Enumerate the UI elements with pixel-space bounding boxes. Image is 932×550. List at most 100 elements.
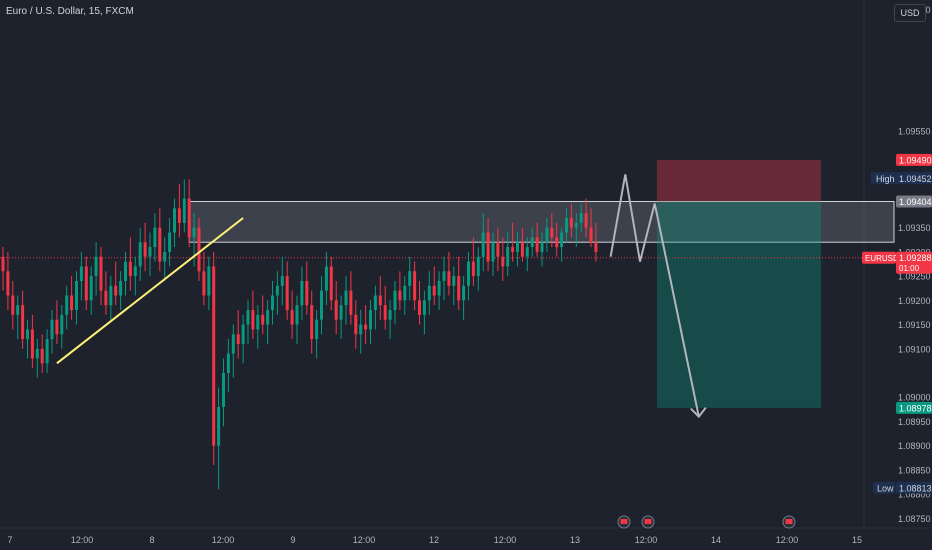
x-tick-label: 12:00 xyxy=(71,535,94,545)
candle-body xyxy=(280,276,284,286)
candle-body xyxy=(40,348,44,364)
candle-body xyxy=(1,256,5,272)
candle-body xyxy=(565,217,568,233)
y-tick-label: 1.08850 xyxy=(898,465,931,475)
candle-body xyxy=(408,271,412,286)
candle-body xyxy=(403,285,407,301)
candle-body xyxy=(324,266,328,291)
candle-body xyxy=(187,198,191,238)
projection-path xyxy=(609,174,700,417)
candle-body xyxy=(207,266,211,296)
candle-body xyxy=(359,324,363,335)
x-tick-label: 7 xyxy=(7,535,12,545)
x-tick-label: 12:00 xyxy=(353,535,376,545)
candle-body xyxy=(501,256,505,267)
candle-body xyxy=(266,310,270,325)
candle-body xyxy=(275,285,279,296)
candle-body xyxy=(114,285,118,296)
x-tick-label: 14 xyxy=(711,535,721,545)
candle-body xyxy=(79,266,83,281)
candle-body xyxy=(271,295,274,311)
x-tick-label: 12:00 xyxy=(494,535,517,545)
x-tick-label: 12:00 xyxy=(212,535,235,545)
low-label-tag xyxy=(873,481,895,494)
x-tick-label: 15 xyxy=(852,535,862,545)
candle-body xyxy=(212,266,216,446)
current-price-tag xyxy=(896,251,932,274)
y-tick-label: 1.09350 xyxy=(898,223,931,233)
candle-body xyxy=(310,305,314,340)
candles-group xyxy=(1,179,598,490)
symbol-tag-text: EURUSD xyxy=(865,254,899,263)
lightning-icon-inner xyxy=(620,519,628,524)
candle-body xyxy=(369,310,372,330)
candle-body xyxy=(579,213,583,223)
candle-body xyxy=(261,314,265,325)
y-tick-label: 1.09550 xyxy=(898,126,931,136)
take-profit-area xyxy=(657,201,821,408)
candle-body xyxy=(197,227,201,272)
candle-body xyxy=(550,227,554,238)
candle-body xyxy=(128,261,132,277)
candle-body xyxy=(295,305,299,325)
candle-body xyxy=(520,242,524,257)
candle-body xyxy=(388,310,392,320)
candle-body xyxy=(393,290,397,311)
x-tick-label: 12 xyxy=(429,535,439,545)
candle-body xyxy=(452,276,456,286)
candle-body xyxy=(432,285,436,296)
stop-price-text: 1.09490 xyxy=(899,155,932,165)
candle-body xyxy=(437,280,441,296)
x-tick-label: 13 xyxy=(570,535,580,545)
zone-price-text: 1.09404 xyxy=(899,197,932,207)
candle-body xyxy=(447,271,451,286)
y-tick-label: 1.08900 xyxy=(898,441,931,451)
candle-body xyxy=(457,276,461,301)
candle-body xyxy=(231,334,235,354)
candle-body xyxy=(462,285,466,301)
x-tick-label: 9 xyxy=(290,535,295,545)
candle-body xyxy=(496,242,500,257)
candle-body xyxy=(354,314,358,335)
y-tick-label: 1.09250 xyxy=(898,272,931,282)
trendline xyxy=(56,217,244,365)
candle-body xyxy=(182,198,186,223)
candle-body xyxy=(349,290,353,315)
candle-body xyxy=(50,319,54,340)
candle-body xyxy=(305,280,309,306)
candle-body xyxy=(560,232,564,248)
high-label-tag xyxy=(871,172,897,185)
candle-body xyxy=(45,339,49,364)
target-price-text: 1.08978 xyxy=(899,403,932,413)
candle-body xyxy=(285,276,289,311)
candle-body xyxy=(70,295,74,311)
x-tick-label: 12:00 xyxy=(776,535,799,545)
y-tick-label: 1.08750 xyxy=(898,514,931,524)
candle-body xyxy=(589,227,593,243)
countdown-text: 01:00 xyxy=(899,264,920,273)
candle-body xyxy=(89,276,93,301)
high-price-tag xyxy=(896,172,932,185)
us-flag-event-icon-inner xyxy=(785,519,793,524)
candle-body xyxy=(398,290,402,301)
candle-body xyxy=(246,310,250,325)
candle-body xyxy=(569,217,573,228)
candle-body xyxy=(545,227,549,243)
candle-body xyxy=(133,266,137,277)
candle-body xyxy=(226,353,230,373)
candle-body xyxy=(143,242,147,257)
candle-body xyxy=(104,290,108,306)
stop-loss-area xyxy=(657,159,821,202)
candle-body xyxy=(30,329,34,359)
currency-button[interactable]: USD xyxy=(894,4,926,22)
candle-body xyxy=(168,232,172,252)
y-tick-label: 1.09100 xyxy=(898,344,931,354)
current-price-text: 1.09288 xyxy=(899,253,932,263)
high-price-text: 1.09452 xyxy=(899,174,932,184)
candle-body xyxy=(60,314,64,335)
candle-body xyxy=(99,256,103,291)
candle-body xyxy=(320,290,323,320)
candle-body xyxy=(339,305,343,320)
y-tick-label: 1.09200 xyxy=(898,296,931,306)
candle-body xyxy=(315,319,319,340)
